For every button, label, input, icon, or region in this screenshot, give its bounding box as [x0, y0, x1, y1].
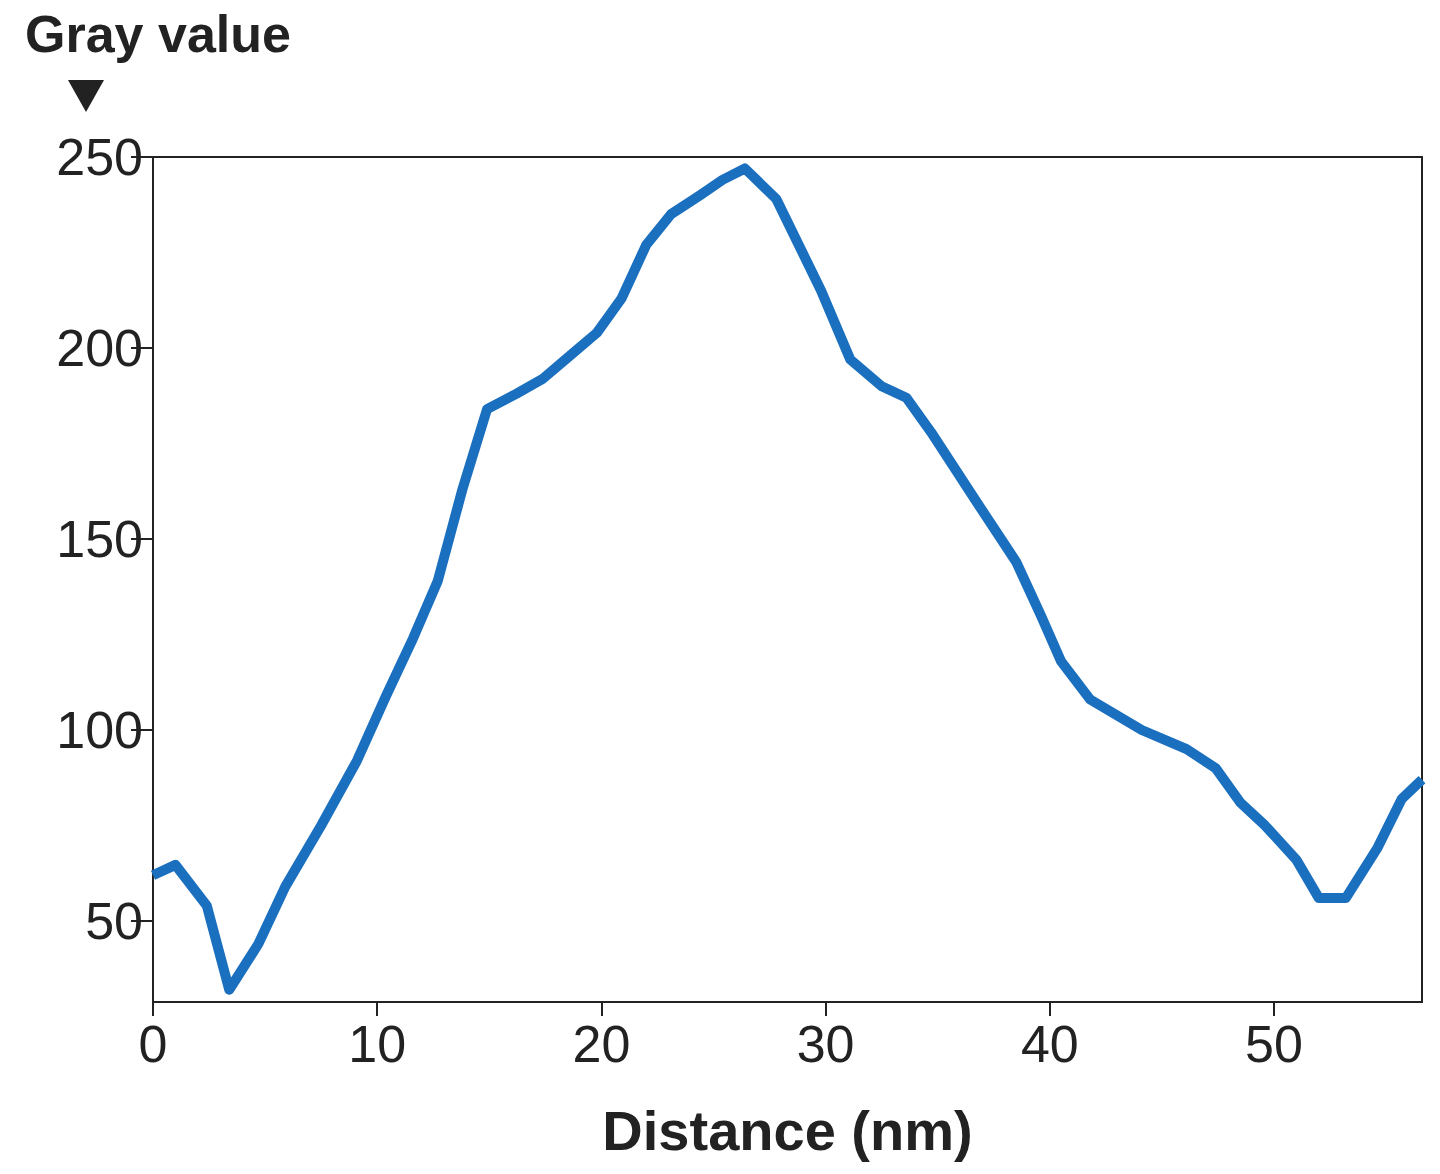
svg-text:200: 200 [56, 319, 143, 377]
svg-text:40: 40 [1021, 1015, 1079, 1073]
svg-text:Distance (nm): Distance (nm) [602, 1099, 972, 1162]
svg-text:100: 100 [56, 701, 143, 759]
svg-text:50: 50 [85, 892, 143, 950]
svg-text:Gray value: Gray value [25, 5, 291, 63]
svg-text:150: 150 [56, 510, 143, 568]
svg-text:20: 20 [572, 1015, 630, 1073]
svg-text:0: 0 [139, 1015, 168, 1073]
svg-text:250: 250 [56, 128, 143, 186]
svg-text:50: 50 [1245, 1015, 1303, 1073]
svg-text:30: 30 [797, 1015, 855, 1073]
svg-text:10: 10 [348, 1015, 406, 1073]
